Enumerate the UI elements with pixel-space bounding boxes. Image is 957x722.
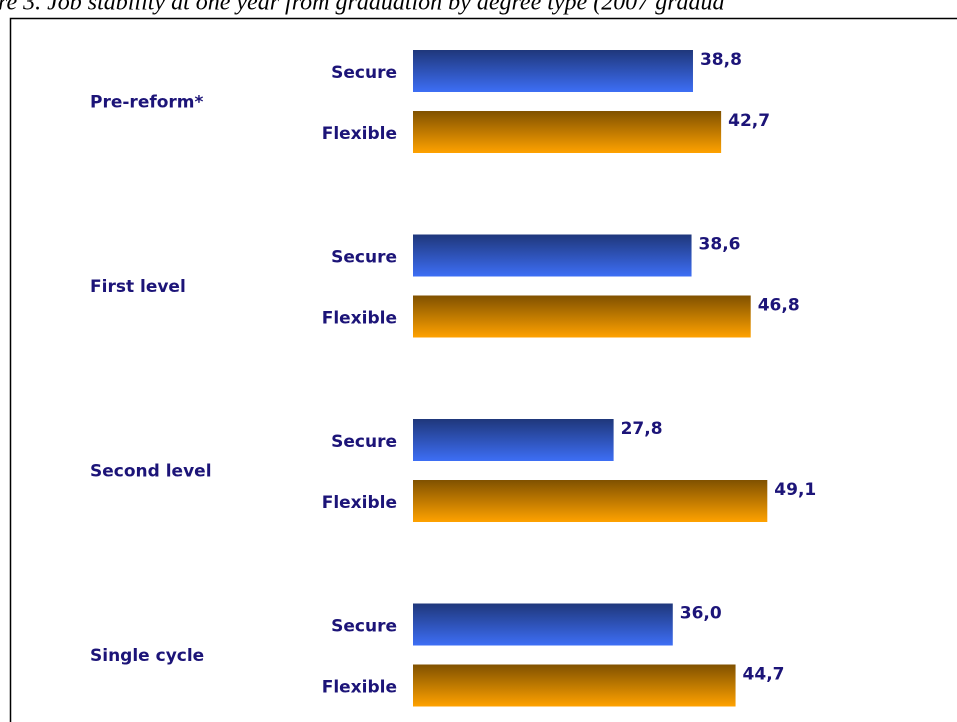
value-label: 38,6 bbox=[699, 235, 741, 255]
bar bbox=[413, 480, 768, 522]
category-label: First level bbox=[90, 277, 186, 297]
bar bbox=[413, 295, 751, 338]
value-label: 27,8 bbox=[621, 419, 663, 439]
bar bbox=[413, 111, 722, 153]
value-label: 42,7 bbox=[728, 111, 770, 131]
value-label: 44,7 bbox=[743, 665, 785, 685]
chart-title: re 3. Job stability at one year from gra… bbox=[0, 0, 725, 16]
bar bbox=[413, 419, 614, 461]
category-label: Second level bbox=[90, 462, 212, 482]
category-label: Pre-reform* bbox=[90, 93, 204, 113]
bar bbox=[413, 50, 693, 92]
category-label: Single cycle bbox=[90, 646, 204, 666]
bar bbox=[413, 603, 673, 646]
chart-frame bbox=[9, 17, 957, 722]
series-label: Flexible bbox=[322, 309, 397, 329]
bar bbox=[413, 664, 736, 707]
value-label: 46,8 bbox=[758, 296, 800, 316]
value-label: 36,0 bbox=[680, 604, 722, 624]
bar bbox=[413, 234, 692, 277]
value-label: 38,8 bbox=[700, 50, 742, 70]
series-label: Secure bbox=[331, 63, 397, 83]
series-label: Secure bbox=[331, 432, 397, 452]
series-label: Secure bbox=[331, 617, 397, 637]
series-label: Flexible bbox=[322, 124, 397, 144]
series-label: Secure bbox=[331, 248, 397, 268]
series-label: Flexible bbox=[322, 678, 397, 698]
value-label: 49,1 bbox=[774, 480, 816, 500]
series-label: Flexible bbox=[322, 493, 397, 513]
